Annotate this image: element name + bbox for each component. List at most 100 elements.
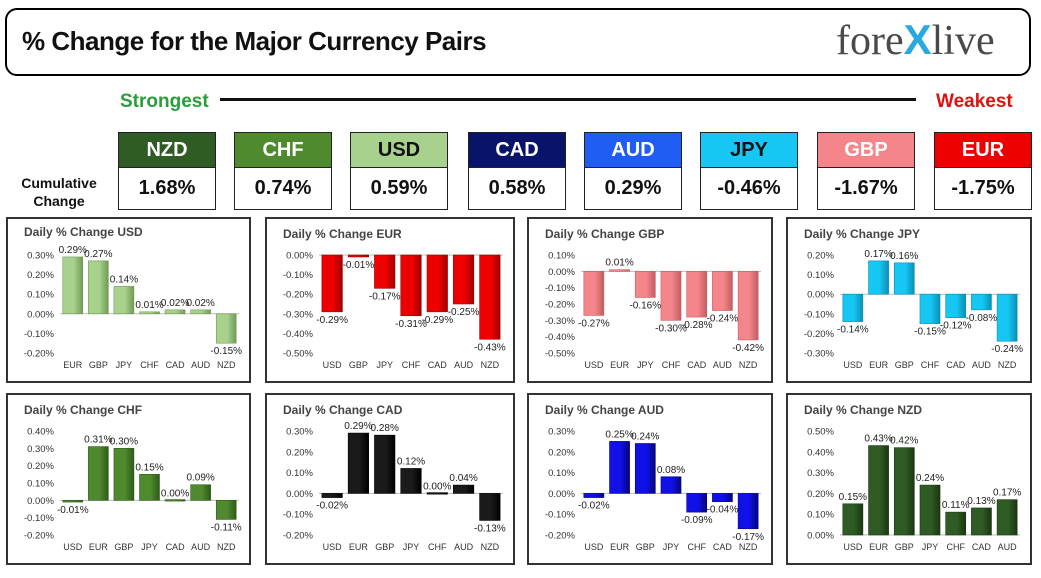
page-title: % Change for the Major Currency Pairs — [22, 26, 487, 56]
data-label: -0.08% — [966, 313, 998, 324]
bar-nzd — [737, 271, 759, 341]
data-label: 0.13% — [967, 496, 995, 507]
bar-eur — [868, 445, 889, 536]
header-box — [5, 8, 1031, 76]
data-label: -0.31% — [395, 319, 427, 330]
x-tick-label: GBP — [895, 542, 914, 552]
brand-logo-right: live — [931, 18, 995, 64]
bar-aud — [190, 309, 211, 315]
y-tick-label: -0.30% — [545, 316, 576, 327]
bar-chf — [426, 492, 448, 495]
y-tick-label: -0.10% — [24, 513, 55, 524]
bar-chf — [400, 254, 422, 317]
bar-cad — [686, 271, 708, 318]
bar-aud — [712, 271, 733, 311]
x-tick-label: USD — [323, 542, 343, 552]
currency-code: EUR — [934, 132, 1032, 168]
chart-panel-usd: Daily % Change USD 0.30% 0.20% 0.10% 0.00% -… — [6, 217, 251, 383]
data-label: 0.24% — [631, 431, 659, 442]
bar-jpy — [660, 476, 682, 494]
chart-panel-jpy: Daily % Change JPY 0.20% 0.10% 0.00% -0.10%… — [786, 217, 1032, 383]
bar-gbp — [347, 254, 369, 258]
x-tick-label: EUR — [610, 542, 630, 552]
bar-cad — [164, 499, 186, 502]
x-tick-label: NZD — [481, 542, 500, 552]
currency-cumulative-value: 0.59% — [350, 168, 448, 210]
data-label: 0.24% — [916, 473, 944, 484]
chart-aud: 0.30% 0.20% 0.10% 0.00% -0.10% -0.20% -0.02% US… — [545, 427, 764, 553]
chart-title: Daily % Change GBP — [545, 227, 665, 241]
y-tick-label: -0.50% — [283, 349, 314, 360]
chart-title: Daily % Change CHF — [24, 403, 143, 417]
bar-eur — [62, 256, 84, 315]
x-tick-label: CAD — [946, 360, 966, 370]
bar-jpy — [113, 286, 135, 315]
bar-nzd — [996, 293, 1018, 342]
bar-cad — [712, 493, 733, 503]
bar-eur — [347, 432, 369, 494]
bar-gbp — [113, 448, 135, 501]
data-label: 0.08% — [657, 465, 685, 476]
data-label: 0.00% — [423, 481, 451, 492]
bar-jpy — [139, 474, 160, 501]
data-label: -0.24% — [991, 344, 1023, 355]
y-tick-label: 0.00% — [27, 496, 54, 507]
currency-tile-chf: CHF 0.74% — [234, 132, 332, 210]
y-tick-label: 0.00% — [27, 309, 54, 320]
x-tick-label: CHF — [140, 360, 159, 370]
x-tick-label: NZD — [217, 360, 236, 370]
bar-eur — [868, 260, 889, 295]
bar-cad — [971, 507, 992, 536]
data-label: -0.17% — [369, 291, 401, 302]
data-label: -0.27% — [578, 318, 610, 329]
currency-cumulative-value: 0.29% — [584, 168, 682, 210]
x-tick-label: GBP — [89, 360, 108, 370]
y-tick-label: 0.00% — [286, 489, 313, 500]
chart-eur: 0.00% -0.10% -0.20% -0.30% -0.40% -0.50% -0.29… — [283, 251, 506, 371]
x-tick-label: JPY — [116, 360, 133, 370]
x-tick-label: EUR — [89, 542, 109, 552]
x-tick-label: AUD — [191, 542, 211, 552]
y-tick-label: -0.20% — [24, 349, 55, 360]
x-tick-label: CHF — [402, 360, 421, 370]
strongest-label: Strongest — [120, 91, 209, 112]
data-label: 0.31% — [84, 435, 112, 446]
y-tick-label: 0.20% — [27, 270, 54, 281]
x-tick-label: NZD — [739, 360, 758, 370]
chart-panel-chf: Daily % Change CHF 0.40% 0.30% 0.20% 0.10% 0… — [6, 393, 251, 565]
currency-cumulative-value: 0.74% — [234, 168, 332, 210]
data-label: -0.24% — [707, 314, 739, 325]
brand-logo: foreXlive — [836, 16, 995, 65]
chart-title: Daily % Change AUD — [545, 403, 664, 417]
chart-jpy: 0.20% 0.10% 0.00% -0.10% -0.20% -0.30% -0.14% U… — [804, 249, 1023, 370]
currency-code: CAD — [468, 132, 566, 168]
bar-cad — [945, 293, 967, 319]
x-tick-label: EUR — [869, 542, 889, 552]
x-tick-label: JPY — [141, 542, 158, 552]
data-label: 0.02% — [161, 298, 189, 309]
x-tick-label: JPY — [663, 542, 680, 552]
x-tick-label: JPY — [922, 542, 939, 552]
weakest-label: Weakest — [936, 91, 1013, 112]
chart-panel-eur: Daily % Change EUR 0.00% -0.10% -0.20% -0.3… — [265, 217, 515, 383]
currency-tile-gbp: GBP -1.67% — [817, 132, 915, 210]
x-tick-label: USD — [323, 360, 343, 370]
data-label: -0.16% — [629, 300, 661, 311]
cumulative-label-line1: Cumulative — [21, 175, 97, 191]
data-label: 0.11% — [942, 500, 970, 511]
chart-title: Daily % Change USD — [24, 225, 143, 239]
bar-usd — [842, 503, 864, 536]
y-tick-label: -0.10% — [24, 329, 55, 340]
cumulative-change-label: Cumulative Change — [16, 174, 102, 210]
data-label: -0.12% — [940, 321, 972, 332]
chart-title: Daily % Change JPY — [804, 227, 921, 241]
x-tick-label: CHF — [662, 360, 681, 370]
x-tick-label: NZD — [998, 360, 1017, 370]
data-label: 0.25% — [605, 429, 633, 440]
data-label: -0.11% — [211, 522, 242, 533]
x-tick-label: GBP — [895, 360, 914, 370]
bar-usd — [321, 254, 343, 313]
bar-usd — [62, 500, 84, 503]
currency-code: CHF — [234, 132, 332, 168]
bar-aud — [971, 293, 992, 311]
